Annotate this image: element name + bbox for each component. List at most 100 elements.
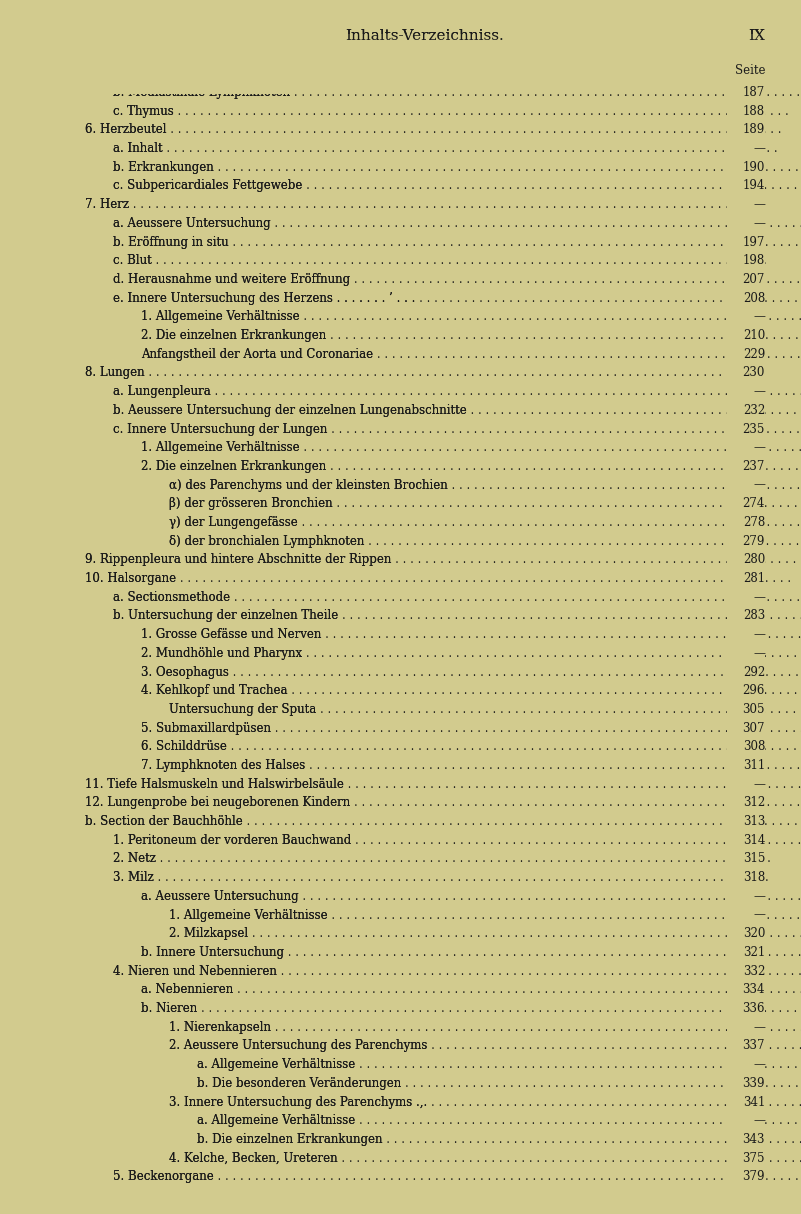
Text: 1. Grosse Gefässe und Nerven: 1. Grosse Gefässe und Nerven (141, 628, 321, 641)
Text: 307: 307 (743, 721, 765, 734)
Text: b. Erkrankungen . . . . . . . . . . . . . . . . . . . . . . . . . . . . . . . . : b. Erkrankungen . . . . . . . . . . . . … (113, 160, 801, 174)
Text: 3. Oesophagus . . . . . . . . . . . . . . . . . . . . . . . . . . . . . . . . . : 3. Oesophagus . . . . . . . . . . . . . … (141, 665, 801, 679)
Text: 2. Netz . . . . . . . . . . . . . . . . . . . . . . . . . . . . . . . . . . . . : 2. Netz . . . . . . . . . . . . . . . . … (113, 852, 775, 866)
Text: 5. Submaxillardрüsen: 5. Submaxillardрüsen (141, 721, 271, 734)
Text: b. Mediastinale Lymphknoten: b. Mediastinale Lymphknoten (113, 86, 290, 100)
Text: 3. Milz . . . . . . . . . . . . . . . . . . . . . . . . . . . . . . . . . . . . : 3. Milz . . . . . . . . . . . . . . . . … (113, 872, 772, 884)
Text: 337: 337 (743, 1039, 765, 1053)
Text: —: — (753, 890, 765, 903)
Text: 339: 339 (743, 1077, 765, 1090)
Text: 2. Netz: 2. Netz (113, 852, 156, 866)
Text: 208: 208 (743, 291, 765, 305)
Text: 10. Halsorgane . . . . . . . . . . . . . . . . . . . . . . . . . . . . . . . . .: 10. Halsorgane . . . . . . . . . . . . .… (85, 572, 795, 585)
Text: 194: 194 (743, 180, 765, 193)
Text: 5. Beckenorgane . . . . . . . . . . . . . . . . . . . . . . . . . . . . . . . . : 5. Beckenorgane . . . . . . . . . . . . … (113, 1170, 801, 1184)
Text: 1. Peritoneum der vorderen Bauchwand: 1. Peritoneum der vorderen Bauchwand (113, 834, 352, 847)
Text: 307: 307 (743, 721, 765, 734)
Text: 280: 280 (743, 554, 765, 567)
Text: 9. Rippenpleura und hintere Abschnitte der Rippen: 9. Rippenpleura und hintere Abschnitte d… (85, 554, 392, 567)
Text: 1. Nierenkapseln . . . . . . . . . . . . . . . . . . . . . . . . . . . . . . . .: 1. Nierenkapseln . . . . . . . . . . . .… (169, 1021, 801, 1034)
Text: 197: 197 (743, 236, 765, 249)
Text: 343: 343 (743, 1133, 765, 1146)
Text: 210: 210 (743, 329, 765, 342)
Text: 343: 343 (743, 1133, 765, 1146)
Text: 4. Kelche, Becken, Ureteren . . . . . . . . . . . . . . . . . . . . . . . . . . : 4. Kelche, Becken, Ureteren . . . . . . … (169, 1152, 801, 1164)
Text: 232: 232 (743, 404, 765, 416)
Text: d. Herausnahme und weitere Eröffnung: d. Herausnahme und weitere Eröffnung (113, 273, 350, 287)
Text: b. Aeussere Untersuchung der einzelnen Lungenabschnitte . . . . . . . . . . . . : b. Aeussere Untersuchung der einzelnen L… (113, 404, 801, 416)
Text: 1. Allgemeine Verhältnisse . . . . . . . . . . . . . . . . . . . . . . . . . . .: 1. Allgemeine Verhältnisse . . . . . . .… (169, 908, 801, 921)
Text: 312: 312 (743, 796, 765, 810)
Text: 188: 188 (743, 104, 765, 118)
Text: 375: 375 (743, 1152, 765, 1164)
Text: —: — (753, 311, 765, 323)
Text: 2. Die einzelnen Erkrankungen: 2. Die einzelnen Erkrankungen (141, 329, 326, 342)
Text: a. Inhalt: a. Inhalt (113, 142, 163, 155)
Text: 187: 187 (743, 86, 765, 100)
Text: 334: 334 (743, 983, 765, 997)
Text: —: — (753, 591, 765, 603)
Text: b. Aeussere Untersuchung der einzelnen Lungenabschnitte: b. Aeussere Untersuchung der einzelnen L… (113, 404, 467, 416)
Text: —: — (753, 311, 765, 323)
Text: 7. Herz: 7. Herz (85, 198, 129, 211)
Text: 314: 314 (743, 834, 765, 847)
Text: 6. Herzbeutel . . . . . . . . . . . . . . . . . . . . . . . . . . . . . . . . . : 6. Herzbeutel . . . . . . . . . . . . . … (85, 124, 785, 136)
Text: 312: 312 (743, 796, 765, 810)
Text: 189: 189 (743, 124, 765, 136)
Text: d. Herausnahme und weitere Eröffnung . . . . . . . . . . . . . . . . . . . . . .: d. Herausnahme und weitere Eröffnung . .… (113, 273, 801, 287)
Text: 308: 308 (743, 741, 765, 754)
Text: 379: 379 (743, 1170, 765, 1184)
Text: 208: 208 (743, 291, 765, 305)
Text: 8. Lungen: 8. Lungen (85, 367, 145, 380)
Text: 11. Tiefe Halsmuskeln und Halswirbelsäule: 11. Tiefe Halsmuskeln und Halswirbelsäul… (85, 778, 344, 790)
Text: 229: 229 (743, 347, 765, 361)
Text: a. Aeussere Untersuchung: a. Aeussere Untersuchung (113, 217, 271, 229)
Text: 339: 339 (743, 1077, 765, 1090)
Text: —: — (753, 591, 765, 603)
Text: —: — (753, 1021, 765, 1034)
Text: 1. Peritoneum der vorderen Bauchwand . . . . . . . . . . . . . . . . . . . . . .: 1. Peritoneum der vorderen Bauchwand . .… (113, 834, 801, 847)
Text: —: — (753, 1114, 765, 1128)
Text: 1. Allgemeine Verhältnisse: 1. Allgemeine Verhältnisse (141, 311, 300, 323)
Text: 3. Innere Untersuchung des Parenchyms .,. . . . . . . . . . . . . . . . . . . . : 3. Innere Untersuchung des Parenchyms .,… (169, 1095, 801, 1108)
Text: 314: 314 (743, 834, 765, 847)
Text: b. Nieren . . . . . . . . . . . . . . . . . . . . . . . . . . . . . . . . . . . : b. Nieren . . . . . . . . . . . . . . . … (141, 1002, 801, 1015)
Text: Anfangstheil der Aorta und Coronariae . . . . . . . . . . . . . . . . . . . . . : Anfangstheil der Aorta und Coronariae . … (141, 347, 801, 361)
Text: a. Aeussere Untersuchung . . . . . . . . . . . . . . . . . . . . . . . . . . . .: a. Aeussere Untersuchung . . . . . . . .… (141, 890, 801, 903)
Text: 189: 189 (743, 124, 765, 136)
Text: 278: 278 (743, 516, 765, 529)
Text: 235: 235 (743, 422, 765, 436)
Text: 7. Lymphknoten des Halses . . . . . . . . . . . . . . . . . . . . . . . . . . . : 7. Lymphknoten des Halses . . . . . . . … (141, 759, 801, 772)
Text: b. Innere Untersuchung . . . . . . . . . . . . . . . . . . . . . . . . . . . . .: b. Innere Untersuchung . . . . . . . . .… (141, 946, 801, 959)
Text: Seite: Seite (735, 64, 765, 76)
Text: 3. Innere Untersuchung des Parenchyms .,.: 3. Innere Untersuchung des Parenchyms .,… (169, 1095, 427, 1108)
Text: e. Innere Untersuchung des Herzens . . . . . . . ’ . . . . . . . . . . . . . . .: e. Innere Untersuchung des Herzens . . .… (113, 291, 801, 305)
Text: a. Nebennieren: a. Nebennieren (141, 983, 233, 997)
Text: 210: 210 (743, 329, 765, 342)
Text: 2. Die einzelnen Erkrankungen: 2. Die einzelnen Erkrankungen (141, 460, 326, 473)
Text: 296: 296 (743, 685, 765, 697)
Text: 6. Schilddrüse . . . . . . . . . . . . . . . . . . . . . . . . . . . . . . . . .: 6. Schilddrüse . . . . . . . . . . . . .… (141, 741, 801, 754)
Text: 9. Rippenpleura und hintere Abschnitte der Rippen . . . . . . . . . . . . . . . : 9. Rippenpleura und hintere Abschnitte d… (85, 554, 801, 567)
Text: b. Nieren: b. Nieren (141, 1002, 197, 1015)
Text: 232: 232 (743, 404, 765, 416)
Text: —: — (753, 441, 765, 454)
Text: 11. Tiefe Halsmuskeln und Halswirbelsäule . . . . . . . . . . . . . . . . . . . : 11. Tiefe Halsmuskeln und Halswirbelsäul… (85, 778, 801, 790)
Text: a. Allgemeine Verhältnisse . . . . . . . . . . . . . . . . . . . . . . . . . . .: a. Allgemeine Verhältnisse . . . . . . .… (197, 1059, 801, 1071)
Text: —: — (753, 441, 765, 454)
Text: 207: 207 (743, 273, 765, 287)
Text: Untersuchung der Sputa . . . . . . . . . . . . . . . . . . . . . . . . . . . . .: Untersuchung der Sputa . . . . . . . . .… (169, 703, 801, 716)
Text: —: — (753, 778, 765, 790)
Text: 198: 198 (743, 254, 765, 267)
Text: Inhalts-Verzeichniss.: Inhalts-Verzeichniss. (345, 29, 505, 42)
Text: 341: 341 (743, 1095, 765, 1108)
Text: —: — (753, 1059, 765, 1071)
Text: —: — (753, 647, 765, 660)
Text: 336: 336 (743, 1002, 765, 1015)
Text: 4. Kelche, Becken, Ureteren: 4. Kelche, Becken, Ureteren (169, 1152, 338, 1164)
Text: 313: 313 (743, 815, 765, 828)
Text: 308: 308 (743, 741, 765, 754)
Text: 4. Nieren und Nebennieren: 4. Nieren und Nebennieren (113, 965, 277, 977)
Text: c. Innere Untersuchung der Lungen . . . . . . . . . . . . . . . . . . . . . . . : c. Innere Untersuchung der Lungen . . . … (113, 422, 801, 436)
Text: —: — (753, 217, 765, 229)
